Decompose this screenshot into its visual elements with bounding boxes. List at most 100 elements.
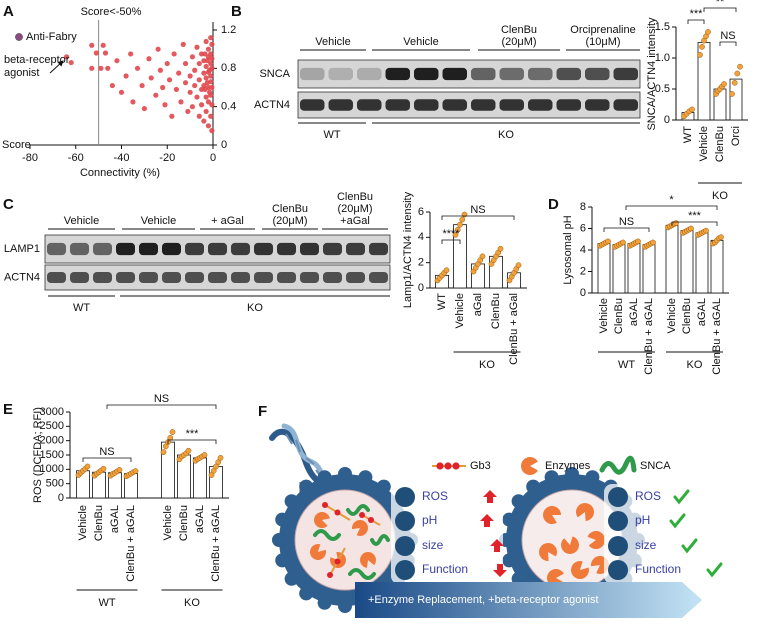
blot-band	[585, 67, 610, 81]
data-point	[721, 81, 727, 87]
x-tick-label: ClenBu + aGAL	[643, 298, 655, 375]
y-tick-label: 4	[580, 244, 586, 256]
blot-band	[323, 272, 342, 283]
y-tick-label: 0.8	[221, 62, 236, 74]
chart-title: Score<-50%	[81, 6, 142, 18]
x-tick-label: ClenBu + aGAL	[711, 298, 723, 375]
data-point	[718, 234, 724, 240]
scatter-point	[182, 80, 189, 86]
scatter-point	[155, 46, 161, 52]
x-tick-label: ClenBu	[714, 126, 726, 162]
scatter-point	[139, 82, 145, 89]
y-tick-label: 1.2	[221, 24, 236, 36]
significance-bracket	[441, 239, 461, 244]
legend-label: Enzymes	[545, 460, 591, 472]
y-tick-label: 0.4	[221, 101, 236, 113]
decrease-arrow	[493, 564, 507, 577]
scatter-point	[64, 54, 70, 60]
scatter-point	[203, 94, 209, 100]
y-tick-label: 0	[580, 287, 586, 299]
data-point	[452, 231, 459, 238]
data-point	[729, 91, 735, 97]
scatter-point	[166, 77, 173, 83]
x-tick-label: Orci	[730, 126, 742, 146]
state-icon	[608, 487, 628, 507]
scatter-point	[176, 70, 182, 76]
blot-band	[300, 242, 319, 256]
y-tick-label: 0	[664, 114, 670, 126]
blot-band	[585, 99, 610, 111]
x-tick-label: aGal	[472, 293, 484, 316]
panel-letter: C	[3, 196, 14, 213]
x-tick-label: aGAL	[696, 298, 708, 326]
significance-bracket	[106, 404, 217, 409]
group-label: KO	[479, 359, 495, 371]
blot-band	[414, 67, 439, 81]
data-point	[217, 455, 224, 461]
blot-band	[47, 242, 66, 256]
blot-header: (20μM)	[501, 36, 536, 48]
legend-gb3-sugar	[436, 462, 444, 470]
scatter-point	[114, 58, 120, 64]
scatter-point	[203, 75, 209, 81]
dna-rung	[295, 439, 301, 453]
blot-band	[139, 272, 158, 283]
snca	[370, 534, 390, 546]
scatter-point	[192, 67, 198, 73]
enzyme	[571, 561, 589, 579]
enzyme	[561, 536, 579, 554]
membrane-bump	[511, 494, 526, 509]
scatter-point	[185, 108, 191, 115]
blot-row-label: ACTN4	[254, 99, 290, 111]
data-point	[479, 253, 486, 260]
bar	[627, 243, 641, 294]
data-point	[84, 463, 91, 470]
y-tick-label: 500	[46, 478, 64, 490]
bar	[193, 457, 207, 499]
check-mark	[706, 562, 723, 578]
blot-header: Vehicle	[315, 36, 350, 48]
blot-header: ClenBu	[337, 191, 373, 203]
x-tick-label: WT	[682, 126, 694, 143]
scatter-point	[209, 41, 215, 47]
blot-row-label: ACTN4	[4, 271, 40, 283]
membrane-bump	[284, 571, 299, 586]
bar	[710, 239, 724, 294]
y-tick-label: 6	[580, 222, 586, 234]
banner-label: +Enzyme Replacement, +beta-receptor agon…	[368, 594, 599, 606]
snca	[348, 568, 376, 580]
y-tick-label: 4	[418, 231, 424, 243]
y-tick-label: 1500	[40, 449, 64, 461]
scatter-point	[209, 128, 215, 134]
enzyme	[587, 530, 605, 549]
blot-band	[471, 67, 496, 81]
blot-band	[300, 99, 325, 111]
x-axis-label: Connectivity (%)	[80, 167, 160, 179]
gb3-sugar	[334, 558, 341, 565]
blot-band	[556, 99, 581, 111]
state-icon	[395, 536, 415, 556]
y-tick-label: 1.5	[655, 21, 670, 33]
scatter-point	[208, 51, 214, 57]
scatter-point	[209, 56, 215, 62]
scatter-point	[194, 44, 200, 50]
y-tick-label: 2	[580, 265, 586, 277]
scatter-point	[205, 99, 212, 105]
membrane-bump	[284, 494, 299, 509]
blot-band	[277, 272, 296, 283]
significance-label: ***	[186, 428, 200, 440]
membrane-bump	[275, 553, 290, 568]
state-icon	[608, 536, 628, 556]
scatter-point	[180, 41, 186, 47]
y-tick-label: 1000	[40, 463, 64, 475]
enzyme	[360, 552, 377, 568]
legend-label: Gb3	[470, 460, 491, 472]
scatter-point	[205, 123, 212, 129]
data-point	[457, 221, 463, 228]
blot-row-label: SNCA	[259, 68, 290, 80]
blot-band	[369, 242, 388, 256]
significance-label: NS	[720, 30, 735, 42]
scatter-point	[209, 102, 215, 108]
legend-label: SNCA	[640, 460, 671, 472]
annotation-marker	[15, 33, 23, 41]
